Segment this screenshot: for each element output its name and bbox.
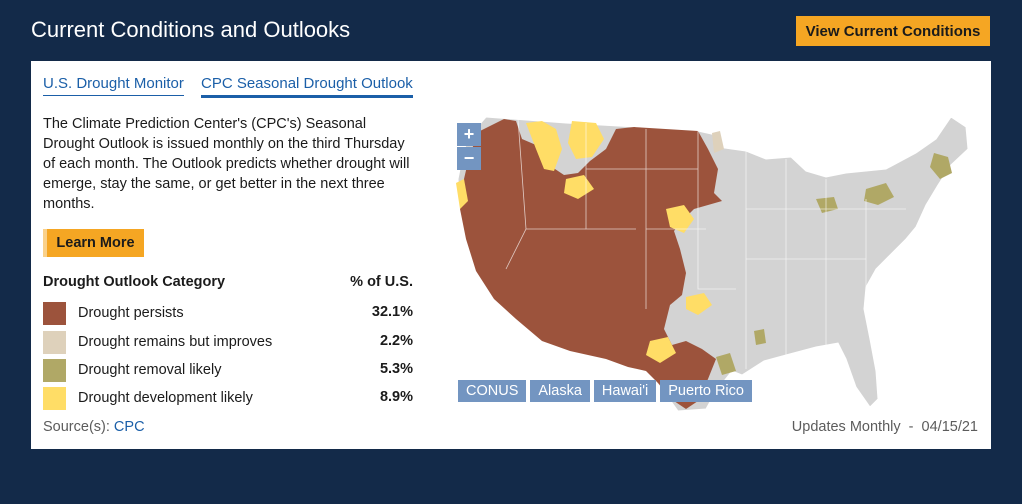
learn-more-button[interactable]: Learn More — [43, 229, 144, 257]
legend-item-value: 5.3% — [379, 361, 413, 377]
outlook-description: The Climate Prediction Center's (CPC's) … — [43, 116, 410, 212]
legend-item-value: 8.9% — [379, 389, 413, 405]
drought-development-nw — [526, 121, 562, 171]
drought-outlook-map[interactable] — [446, 109, 986, 414]
zoom-in-button[interactable]: + — [457, 123, 481, 146]
legend-item-label: Drought development likely — [78, 390, 253, 406]
drought-development-wy — [564, 175, 594, 199]
legend-item-improves: Drought remains but improves 2.2% — [43, 331, 413, 355]
state-borders — [505, 118, 906, 369]
legend-swatch — [43, 387, 66, 410]
drought-development-ne — [666, 205, 694, 233]
legend-swatch — [43, 359, 66, 382]
drought-removal-ne — [930, 153, 952, 179]
legend-item-removal: Drought removal likely 5.3% — [43, 359, 413, 383]
legend-header: Drought Outlook Category % of U.S. — [43, 274, 413, 290]
region-conus-button[interactable]: CONUS — [458, 380, 527, 402]
region-puerto-rico-button[interactable]: Puerto Rico — [660, 380, 752, 402]
legend-item-label: Drought remains but improves — [78, 334, 273, 350]
source-line: Source(s): CPC — [43, 419, 145, 435]
legend-swatch — [43, 302, 66, 325]
region-alaska-button[interactable]: Alaska — [530, 380, 590, 402]
drought-removal-east — [864, 183, 894, 205]
drought-persists-west — [460, 119, 722, 409]
legend-item-persists: Drought persists 32.1% — [43, 302, 413, 326]
legend-swatch — [43, 331, 66, 354]
view-current-conditions-button[interactable]: View Current Conditions — [796, 16, 990, 46]
zoom-out-button[interactable]: − — [457, 147, 481, 170]
map-zoom-controls: + − — [457, 123, 481, 171]
legend-category-heading: Drought Outlook Category — [43, 274, 226, 290]
legend-item-development: Drought development likely 8.9% — [43, 387, 413, 411]
legend-item-value: 2.2% — [379, 333, 413, 349]
region-selector: CONUS Alaska Hawai'i Puerto Rico — [458, 380, 752, 402]
source-link[interactable]: CPC — [113, 419, 145, 435]
legend-item-value: 32.1% — [371, 304, 413, 320]
drought-improves-mn — [712, 131, 724, 153]
region-hawaii-button[interactable]: Hawai'i — [593, 380, 657, 402]
legend-item-label: Drought removal likely — [78, 362, 222, 378]
tab-drought-monitor[interactable]: U.S. Drought Monitor — [43, 75, 184, 96]
outlook-panel: U.S. Drought Monitor CPC Seasonal Drough… — [31, 61, 991, 449]
page-title: Current Conditions and Outlooks — [31, 17, 351, 42]
update-info: Updates Monthly - 04/15/21 — [791, 419, 978, 435]
drought-development-ok — [686, 293, 712, 315]
tab-seasonal-outlook[interactable]: CPC Seasonal Drought Outlook — [201, 75, 413, 98]
drought-removal-mo — [754, 329, 766, 345]
drought-development-ca — [456, 179, 468, 209]
legend-percent-heading: % of U.S. — [350, 274, 413, 290]
drought-removal-gulf — [716, 353, 736, 375]
legend-item-label: Drought persists — [78, 305, 184, 321]
drought-development-tx — [646, 337, 676, 363]
source-label: Source(s): — [43, 419, 110, 435]
